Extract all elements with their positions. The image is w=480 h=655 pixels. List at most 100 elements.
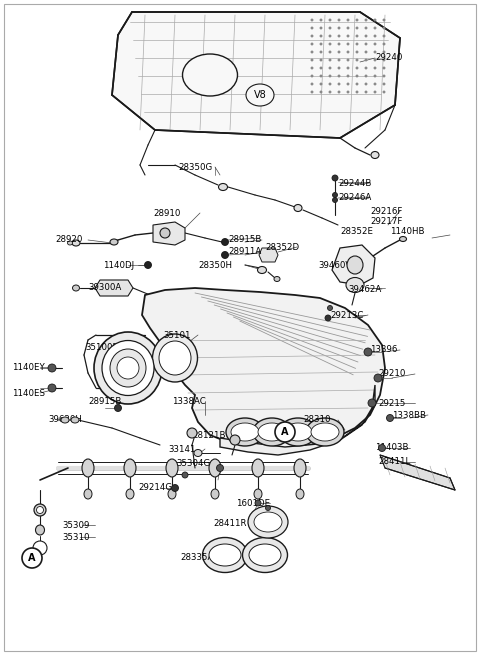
Ellipse shape bbox=[356, 75, 358, 77]
Ellipse shape bbox=[126, 489, 134, 499]
Ellipse shape bbox=[325, 315, 331, 321]
Ellipse shape bbox=[48, 384, 56, 392]
Text: 1140EY: 1140EY bbox=[12, 364, 45, 373]
Text: A: A bbox=[28, 553, 36, 563]
Ellipse shape bbox=[329, 83, 331, 85]
Ellipse shape bbox=[383, 75, 385, 77]
Text: 28350H: 28350H bbox=[198, 261, 232, 269]
Ellipse shape bbox=[275, 422, 295, 442]
Ellipse shape bbox=[311, 75, 313, 77]
Ellipse shape bbox=[365, 19, 367, 21]
Text: 35310: 35310 bbox=[62, 533, 89, 542]
Ellipse shape bbox=[36, 525, 45, 535]
Ellipse shape bbox=[311, 27, 313, 29]
Polygon shape bbox=[380, 455, 455, 490]
Ellipse shape bbox=[374, 27, 376, 29]
Ellipse shape bbox=[221, 238, 228, 246]
Ellipse shape bbox=[258, 423, 286, 441]
Ellipse shape bbox=[102, 341, 154, 396]
Text: 39460V: 39460V bbox=[318, 261, 351, 269]
Ellipse shape bbox=[338, 67, 340, 69]
Ellipse shape bbox=[374, 43, 376, 45]
Polygon shape bbox=[259, 248, 278, 262]
Text: 1601DE: 1601DE bbox=[236, 498, 270, 508]
Ellipse shape bbox=[182, 54, 238, 96]
Ellipse shape bbox=[338, 83, 340, 85]
Ellipse shape bbox=[347, 50, 349, 53]
Ellipse shape bbox=[209, 544, 241, 566]
Ellipse shape bbox=[311, 423, 339, 441]
Ellipse shape bbox=[338, 19, 340, 21]
Ellipse shape bbox=[332, 175, 338, 181]
Ellipse shape bbox=[311, 50, 313, 53]
Ellipse shape bbox=[110, 349, 146, 387]
Ellipse shape bbox=[72, 285, 80, 291]
Ellipse shape bbox=[36, 506, 44, 514]
Text: 35309: 35309 bbox=[62, 521, 89, 529]
Ellipse shape bbox=[33, 541, 47, 555]
Text: 28121B: 28121B bbox=[192, 432, 226, 441]
Polygon shape bbox=[332, 245, 375, 285]
Ellipse shape bbox=[347, 67, 349, 69]
Polygon shape bbox=[153, 222, 185, 245]
Ellipse shape bbox=[347, 43, 349, 45]
Ellipse shape bbox=[274, 276, 280, 282]
Ellipse shape bbox=[159, 341, 191, 375]
Ellipse shape bbox=[194, 449, 202, 457]
Ellipse shape bbox=[399, 236, 407, 242]
Ellipse shape bbox=[329, 35, 331, 37]
Ellipse shape bbox=[364, 348, 372, 356]
Ellipse shape bbox=[383, 50, 385, 53]
Ellipse shape bbox=[383, 91, 385, 93]
Ellipse shape bbox=[311, 59, 313, 62]
Ellipse shape bbox=[374, 67, 376, 69]
Ellipse shape bbox=[356, 19, 358, 21]
Text: 28411R: 28411R bbox=[213, 519, 247, 527]
Ellipse shape bbox=[347, 27, 349, 29]
Ellipse shape bbox=[153, 334, 197, 382]
Polygon shape bbox=[95, 280, 133, 296]
Ellipse shape bbox=[368, 399, 376, 407]
Ellipse shape bbox=[347, 91, 349, 93]
Ellipse shape bbox=[338, 59, 340, 62]
Ellipse shape bbox=[338, 91, 340, 93]
Ellipse shape bbox=[365, 75, 367, 77]
Ellipse shape bbox=[379, 445, 385, 451]
Text: 13396: 13396 bbox=[370, 345, 397, 354]
Ellipse shape bbox=[346, 278, 364, 293]
Text: 35100E: 35100E bbox=[85, 343, 118, 352]
Ellipse shape bbox=[242, 538, 288, 572]
Ellipse shape bbox=[333, 198, 337, 202]
Ellipse shape bbox=[386, 415, 394, 422]
Ellipse shape bbox=[160, 228, 170, 238]
Ellipse shape bbox=[320, 27, 322, 29]
Ellipse shape bbox=[320, 91, 322, 93]
Ellipse shape bbox=[252, 459, 264, 477]
Ellipse shape bbox=[365, 67, 367, 69]
Ellipse shape bbox=[296, 489, 304, 499]
Ellipse shape bbox=[347, 59, 349, 62]
Text: 1338BB: 1338BB bbox=[392, 411, 426, 419]
Text: 28915B: 28915B bbox=[88, 398, 121, 407]
Text: 35304G: 35304G bbox=[176, 460, 210, 468]
Ellipse shape bbox=[84, 489, 92, 499]
Text: 28352E: 28352E bbox=[340, 227, 373, 236]
Ellipse shape bbox=[34, 504, 46, 516]
Ellipse shape bbox=[327, 305, 333, 310]
Ellipse shape bbox=[347, 35, 349, 37]
Ellipse shape bbox=[320, 67, 322, 69]
Ellipse shape bbox=[383, 67, 385, 69]
Ellipse shape bbox=[216, 464, 224, 472]
Ellipse shape bbox=[311, 19, 313, 21]
Ellipse shape bbox=[338, 27, 340, 29]
Ellipse shape bbox=[383, 27, 385, 29]
Ellipse shape bbox=[365, 43, 367, 45]
Text: 29217F: 29217F bbox=[370, 217, 402, 225]
Ellipse shape bbox=[374, 59, 376, 62]
Ellipse shape bbox=[82, 459, 94, 477]
Ellipse shape bbox=[48, 364, 56, 372]
Text: 29240: 29240 bbox=[375, 54, 402, 62]
Text: 29213C: 29213C bbox=[330, 310, 363, 320]
Ellipse shape bbox=[248, 506, 288, 538]
Text: 28350G: 28350G bbox=[178, 162, 212, 172]
